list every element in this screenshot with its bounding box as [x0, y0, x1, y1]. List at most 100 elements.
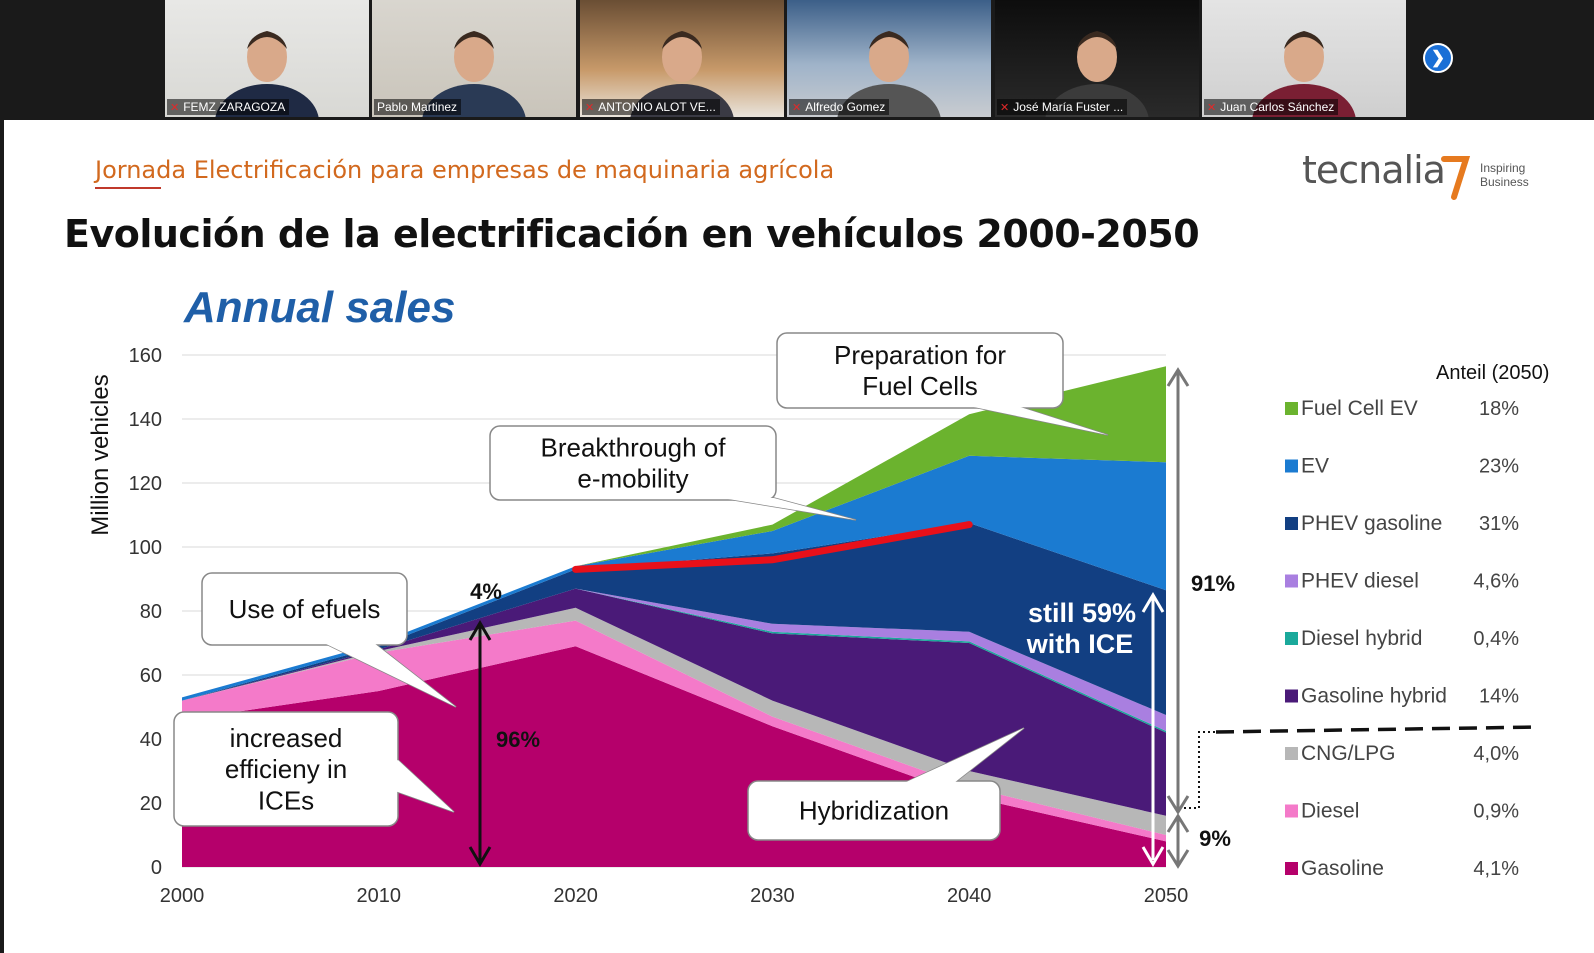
callout-emobility: Breakthrough ofe-mobility	[489, 425, 857, 521]
participant-name-text: FEMZ ZARAGOZA	[183, 100, 286, 114]
participant-tile[interactable]: ✕ FEMZ ZARAGOZA	[165, 0, 369, 117]
legend-label: Diesel	[1301, 800, 1359, 823]
x-tick-label: 2050	[1144, 885, 1189, 907]
callout-box	[489, 425, 777, 501]
slide-title: Evolución de la electrificación en vehíc…	[64, 212, 1200, 256]
participant-name-text: ANTONIO ALOT VE...	[598, 100, 716, 114]
callout-join	[964, 405, 1108, 435]
x-tick-label: 2010	[357, 885, 402, 907]
x-tick-label: 2000	[160, 885, 205, 907]
slide-subtitle: Jornada Electrificación para empresas de…	[95, 156, 835, 184]
participant-name: ✕ FEMZ ZARAGOZA	[167, 99, 290, 115]
y-tick-label: 60	[140, 665, 162, 687]
callout-box	[776, 332, 1064, 409]
y-tick-label: 120	[129, 473, 162, 495]
x-tick-label: 2030	[750, 885, 795, 907]
video-strip: ✕ FEMZ ZARAGOZA Pablo Martinez ✕ ANTONIO ALO…	[0, 0, 1594, 120]
area-series	[182, 366, 1166, 698]
callout-box	[201, 572, 408, 646]
participant-name-text: Pablo Martinez	[377, 100, 458, 114]
participant-tile[interactable]: Pablo Martinez	[372, 0, 576, 117]
cursor-underline	[95, 187, 161, 189]
participant-name-text: José María Fuster ...	[1013, 100, 1124, 114]
area-series	[182, 523, 1166, 715]
participant-tile[interactable]: ✕ ANTONIO ALOT VE...	[580, 0, 784, 117]
y-tick-label: 40	[140, 729, 162, 751]
arrow-ice-head-bottom	[1141, 846, 1165, 867]
next-participants-button[interactable]: ❯	[1423, 43, 1453, 73]
callout-text: increased	[230, 723, 343, 753]
callout-text: Breakthrough of	[540, 433, 726, 463]
legend-separator	[1215, 725, 1540, 734]
callout-efuels: Use of efuels	[201, 572, 457, 708]
logo-tagline: Inspiring Business	[1480, 161, 1529, 189]
legend-swatch	[1285, 574, 1298, 588]
pct-label-96: 96%	[496, 727, 540, 752]
callout-text: Hybridization	[799, 796, 949, 826]
area-series	[182, 455, 1166, 701]
legend-swatch	[1285, 459, 1298, 473]
callout-text: Use of efuels	[229, 594, 381, 624]
y-tick-label: 20	[140, 793, 162, 815]
presentation-slide: Jornada Electrificación para empresas de…	[4, 120, 1594, 953]
y-tick-label: 80	[140, 601, 162, 623]
callout-text: Preparation for	[834, 340, 1006, 370]
legend-label: Gasoline	[1301, 857, 1384, 880]
participant-tile[interactable]: ✕ Alfredo Gomez	[787, 0, 991, 117]
arrow-ice-head-top	[1141, 592, 1165, 613]
y-tick-label: 0	[151, 857, 162, 879]
pct-label-4: 4%	[470, 579, 502, 604]
legend-label: EV	[1301, 455, 1329, 478]
legend-swatch	[1285, 689, 1298, 703]
area-series	[182, 588, 1166, 816]
legend-value: 31%	[1479, 513, 1519, 535]
legend-label: Gasoline hybrid	[1301, 685, 1447, 708]
chevron-right-icon: ❯	[1430, 48, 1446, 67]
callout-box	[747, 780, 1001, 841]
x-tick-label: 2020	[553, 885, 598, 907]
legend-label: PHEV diesel	[1301, 570, 1419, 593]
arrow-9-head-bottom	[1166, 849, 1190, 869]
legend-label: Fuel Cell EV	[1301, 397, 1418, 420]
participant-tile[interactable]: ✕ Juan Carlos Sánchez	[1202, 0, 1406, 117]
participant-name: ✕ José María Fuster ...	[997, 99, 1128, 115]
still-ice-label: still 59%	[1028, 598, 1136, 628]
callout-text: Fuel Cells	[862, 371, 978, 401]
arrow-91-head-bottom	[1166, 795, 1190, 815]
pct-label-9: 9%	[1199, 826, 1231, 851]
legend-value: 0,4%	[1473, 628, 1519, 650]
callout-join	[324, 643, 456, 707]
area-series	[182, 620, 1166, 842]
y-tick-label: 100	[129, 537, 162, 559]
arrow-96-head-bottom	[468, 846, 492, 867]
legend-value: 4,6%	[1473, 571, 1519, 593]
legend-swatch	[1285, 804, 1298, 818]
tagline-line-2: Business	[1480, 175, 1529, 189]
participant-tile[interactable]: ✕ José María Fuster ...	[995, 0, 1199, 117]
legend-label: CNG/LPG	[1301, 742, 1396, 765]
participant-name: ✕ Juan Carlos Sánchez	[1204, 99, 1339, 115]
y-tick-label: 160	[129, 345, 162, 367]
participant-name-text: Alfredo Gomez	[805, 100, 886, 114]
participant-name: ✕ Alfredo Gomez	[789, 99, 890, 115]
mic-off-icon: ✕	[170, 102, 180, 114]
legend-value: 23%	[1479, 456, 1519, 478]
logo-swoosh-icon	[1441, 156, 1471, 200]
tecnalia-logo: tecnalia	[1302, 148, 1446, 192]
legend-title: Anteil (2050)	[1436, 362, 1549, 384]
arrow-96-head-top	[468, 620, 492, 641]
legend-label: PHEV gasoline	[1301, 512, 1442, 535]
participant-name: ✕ ANTONIO ALOT VE...	[582, 99, 720, 115]
legend-swatch	[1285, 517, 1298, 530]
participant-name: Pablo Martinez	[374, 99, 462, 115]
legend-swatch	[1285, 632, 1298, 645]
mic-off-icon: ✕	[1000, 102, 1010, 114]
legend-value: 18%	[1479, 398, 1519, 420]
legend-swatch	[1285, 747, 1298, 760]
callout-text: efficieny in	[225, 754, 347, 784]
tagline-line-1: Inspiring	[1480, 161, 1526, 175]
pct-label-91: 91%	[1191, 571, 1235, 596]
callout-join	[722, 498, 856, 520]
chart-title: Annual sales	[183, 283, 455, 332]
